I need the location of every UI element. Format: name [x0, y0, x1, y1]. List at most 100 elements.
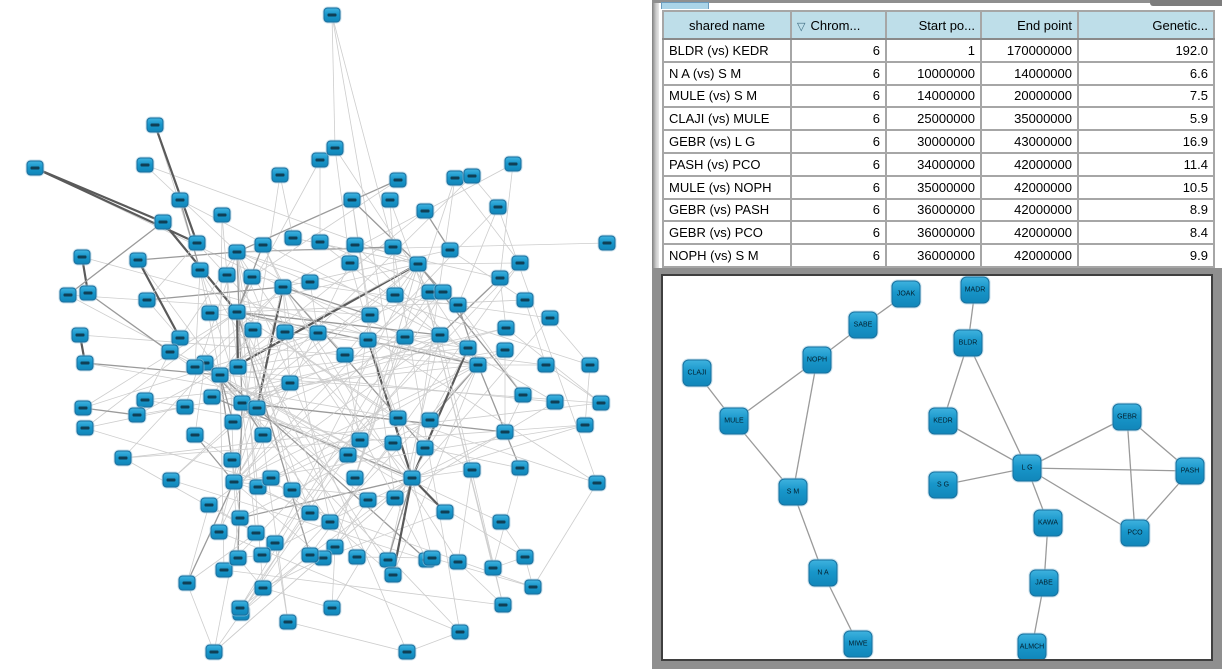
- network-node[interactable]: [231, 510, 249, 526]
- node-gebr[interactable]: GEBR: [1112, 403, 1142, 431]
- network-node[interactable]: [489, 199, 507, 215]
- network-node[interactable]: [201, 305, 219, 321]
- table-row[interactable]: CLAJI (vs) MULE 6 25000000 35000000 5.9: [662, 106, 1215, 132]
- network-canvas-main[interactable]: [0, 0, 652, 669]
- table-row[interactable]: GEBR (vs) PASH 6 36000000 42000000 8.9: [662, 197, 1215, 223]
- table-cell[interactable]: 35000000: [980, 106, 1079, 132]
- table-cell[interactable]: PASH (vs) PCO: [662, 151, 792, 177]
- column-header-start-position[interactable]: Start po...: [885, 10, 982, 40]
- network-node[interactable]: [205, 644, 223, 660]
- network-node[interactable]: [284, 230, 302, 246]
- table-cell[interactable]: GEBR (vs) L G: [662, 129, 792, 154]
- network-node[interactable]: [186, 359, 204, 375]
- table-cell[interactable]: 6: [790, 197, 887, 223]
- table-cell[interactable]: GEBR (vs) PCO: [662, 220, 792, 246]
- network-node[interactable]: [129, 252, 147, 268]
- network-node[interactable]: [346, 237, 364, 253]
- network-node[interactable]: [283, 482, 301, 498]
- table-cell[interactable]: 192.0: [1077, 38, 1215, 63]
- network-node[interactable]: [516, 292, 534, 308]
- network-node[interactable]: [323, 7, 341, 23]
- network-node[interactable]: [416, 440, 434, 456]
- table-cell[interactable]: 30000000: [885, 129, 982, 154]
- network-node[interactable]: [224, 414, 242, 430]
- network-node[interactable]: [254, 237, 272, 253]
- node-claji[interactable]: CLAJI: [682, 359, 712, 387]
- network-node[interactable]: [546, 394, 564, 410]
- table-row[interactable]: GEBR (vs) L G 6 30000000 43000000 16.9: [662, 129, 1215, 154]
- network-node[interactable]: [211, 367, 229, 383]
- network-node[interactable]: [138, 292, 156, 308]
- network-node[interactable]: [423, 550, 441, 566]
- network-node[interactable]: [128, 407, 146, 423]
- network-node[interactable]: [339, 447, 357, 463]
- table-cell[interactable]: MULE (vs) S M: [662, 83, 792, 109]
- node-kawa[interactable]: KAWA: [1033, 509, 1063, 537]
- node-almch[interactable]: ALMCH: [1017, 633, 1047, 659]
- network-node[interactable]: [511, 460, 529, 476]
- network-node[interactable]: [146, 117, 164, 133]
- network-node[interactable]: [497, 320, 515, 336]
- node-mule[interactable]: MULE: [719, 407, 749, 435]
- network-node[interactable]: [76, 420, 94, 436]
- network-node[interactable]: [191, 262, 209, 278]
- network-node[interactable]: [279, 614, 297, 630]
- network-node[interactable]: [114, 450, 132, 466]
- network-node[interactable]: [384, 239, 402, 255]
- network-node[interactable]: [524, 579, 542, 595]
- network-node[interactable]: [492, 514, 510, 530]
- table-cell[interactable]: MULE (vs) NOPH: [662, 174, 792, 200]
- network-node[interactable]: [431, 327, 449, 343]
- network-node[interactable]: [186, 427, 204, 443]
- network-node[interactable]: [463, 462, 481, 478]
- network-node[interactable]: [446, 170, 464, 186]
- network-node[interactable]: [321, 514, 339, 530]
- network-node[interactable]: [71, 327, 89, 343]
- node-pco[interactable]: PCO: [1120, 519, 1150, 547]
- node-kedr[interactable]: KEDR: [928, 407, 958, 435]
- network-node[interactable]: [301, 274, 319, 290]
- network-node[interactable]: [398, 644, 416, 660]
- network-node[interactable]: [384, 435, 402, 451]
- network-node[interactable]: [59, 287, 77, 303]
- table-cell[interactable]: 36000000: [885, 220, 982, 246]
- network-node[interactable]: [73, 249, 91, 265]
- table-row[interactable]: MULE (vs) NOPH 6 35000000 42000000 10.5: [662, 174, 1215, 200]
- network-node[interactable]: [26, 160, 44, 176]
- horizontal-scrollbar-thumb[interactable]: [1150, 0, 1222, 6]
- network-node[interactable]: [541, 310, 559, 326]
- table-row[interactable]: NOPH (vs) S M 6 36000000 42000000 9.9: [662, 243, 1215, 268]
- network-node[interactable]: [592, 395, 610, 411]
- network-node[interactable]: [136, 157, 154, 173]
- column-header-chromosome[interactable]: ▽ Chrom...: [790, 10, 887, 40]
- network-canvas-detail[interactable]: JOAK MADR SABE NOPH BLDR CLAJI MULE KEDR GEBR L G…: [661, 274, 1213, 661]
- node-s-m[interactable]: S M: [778, 478, 808, 506]
- network-node[interactable]: [386, 490, 404, 506]
- network-node[interactable]: [384, 567, 402, 583]
- network-node[interactable]: [225, 474, 243, 490]
- network-node[interactable]: [511, 255, 529, 271]
- table-cell[interactable]: 36000000: [885, 197, 982, 223]
- node-miwe[interactable]: MIWE: [843, 630, 873, 658]
- network-node[interactable]: [449, 554, 467, 570]
- table-row[interactable]: PASH (vs) PCO 6 34000000 42000000 11.4: [662, 151, 1215, 177]
- table-cell[interactable]: 6: [790, 83, 887, 109]
- network-node[interactable]: [326, 539, 344, 555]
- node-pash[interactable]: PASH: [1175, 457, 1205, 485]
- table-cell[interactable]: 42000000: [980, 197, 1079, 223]
- network-node[interactable]: [409, 256, 427, 272]
- network-node[interactable]: [203, 389, 221, 405]
- network-node[interactable]: [76, 355, 94, 371]
- network-node[interactable]: [396, 329, 414, 345]
- network-node[interactable]: [588, 475, 606, 491]
- network-node[interactable]: [381, 192, 399, 208]
- table-cell[interactable]: 36000000: [885, 243, 982, 268]
- network-node[interactable]: [469, 357, 487, 373]
- network-node[interactable]: [215, 562, 233, 578]
- table-cell[interactable]: 1: [885, 38, 982, 63]
- network-node[interactable]: [348, 549, 366, 565]
- table-row[interactable]: MULE (vs) S M 6 14000000 20000000 7.5: [662, 83, 1215, 109]
- network-node[interactable]: [598, 235, 616, 251]
- node-joak[interactable]: JOAK: [891, 280, 921, 308]
- network-node[interactable]: [341, 255, 359, 271]
